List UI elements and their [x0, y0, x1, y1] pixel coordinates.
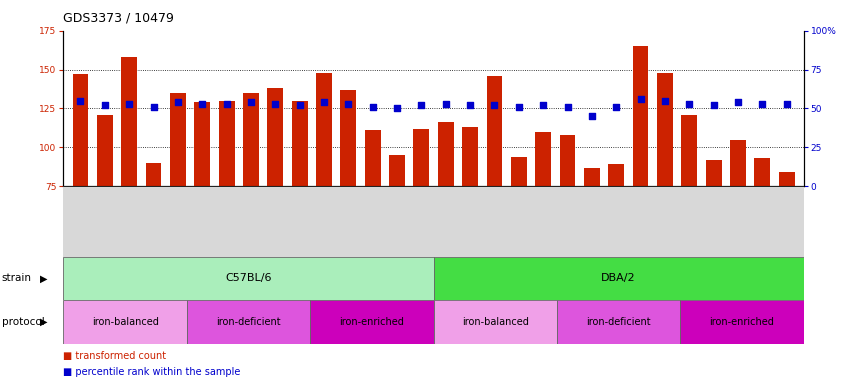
Text: DBA/2: DBA/2	[602, 273, 636, 283]
Bar	[187, 300, 310, 344]
Point	[123, 101, 136, 107]
Bar	[681, 115, 697, 186]
Point	[244, 99, 258, 105]
Point	[439, 101, 453, 107]
Bar	[438, 122, 453, 186]
Point	[293, 102, 306, 108]
Bar	[755, 158, 770, 186]
Bar	[365, 130, 381, 186]
Point	[780, 101, 794, 107]
Point	[755, 101, 769, 107]
Point	[658, 98, 672, 104]
Point	[609, 104, 623, 110]
Bar	[536, 132, 551, 186]
Bar	[97, 115, 113, 186]
Bar	[433, 300, 557, 344]
Point	[342, 101, 355, 107]
Text: iron-enriched: iron-enriched	[339, 316, 404, 327]
Bar	[680, 300, 804, 344]
Text: ▶: ▶	[41, 273, 47, 283]
Text: ▶: ▶	[41, 316, 47, 327]
Bar	[243, 93, 259, 186]
Bar	[433, 257, 804, 300]
Text: iron-enriched: iron-enriched	[710, 316, 774, 327]
Point	[536, 102, 550, 108]
Point	[195, 101, 209, 107]
Text: iron-deficient: iron-deficient	[586, 316, 651, 327]
Point	[634, 96, 647, 102]
Point	[512, 104, 525, 110]
Point	[98, 102, 112, 108]
Text: strain: strain	[2, 273, 31, 283]
Point	[415, 102, 428, 108]
Bar	[584, 167, 600, 186]
Bar	[73, 74, 89, 186]
Point	[561, 104, 574, 110]
Point	[731, 99, 744, 105]
Point	[171, 99, 184, 105]
Bar	[462, 127, 478, 186]
Bar	[63, 257, 433, 300]
Bar	[608, 164, 624, 186]
Text: iron-deficient: iron-deficient	[217, 316, 281, 327]
Point	[487, 102, 501, 108]
Text: ■ percentile rank within the sample: ■ percentile rank within the sample	[63, 367, 241, 377]
Bar	[557, 300, 680, 344]
Point	[74, 98, 87, 104]
Bar	[292, 101, 308, 186]
Bar	[730, 140, 746, 186]
Bar	[414, 129, 429, 186]
Point	[464, 102, 477, 108]
Bar	[657, 73, 673, 186]
Bar	[63, 300, 187, 344]
Bar	[633, 46, 649, 186]
Bar	[146, 163, 162, 186]
Text: iron-balanced: iron-balanced	[462, 316, 529, 327]
Point	[683, 101, 696, 107]
Bar	[486, 76, 503, 186]
Bar	[511, 157, 527, 186]
Bar	[121, 57, 137, 186]
Point	[366, 104, 380, 110]
Bar	[195, 102, 210, 186]
Text: protocol: protocol	[2, 316, 45, 327]
Bar	[340, 90, 356, 186]
Bar	[706, 160, 722, 186]
Point	[707, 102, 721, 108]
Point	[220, 101, 233, 107]
Bar	[389, 155, 405, 186]
Text: GDS3373 / 10479: GDS3373 / 10479	[63, 12, 174, 25]
Text: ■ transformed count: ■ transformed count	[63, 351, 167, 361]
Point	[390, 106, 404, 112]
Bar	[267, 88, 283, 186]
Point	[146, 104, 160, 110]
Text: iron-balanced: iron-balanced	[91, 316, 158, 327]
Point	[268, 101, 282, 107]
Bar	[218, 101, 234, 186]
Text: C57BL/6: C57BL/6	[225, 273, 272, 283]
Point	[317, 99, 331, 105]
Point	[585, 113, 599, 119]
Bar	[559, 135, 575, 186]
Bar	[310, 300, 433, 344]
Bar	[778, 172, 794, 186]
Bar	[170, 93, 186, 186]
Bar	[316, 73, 332, 186]
